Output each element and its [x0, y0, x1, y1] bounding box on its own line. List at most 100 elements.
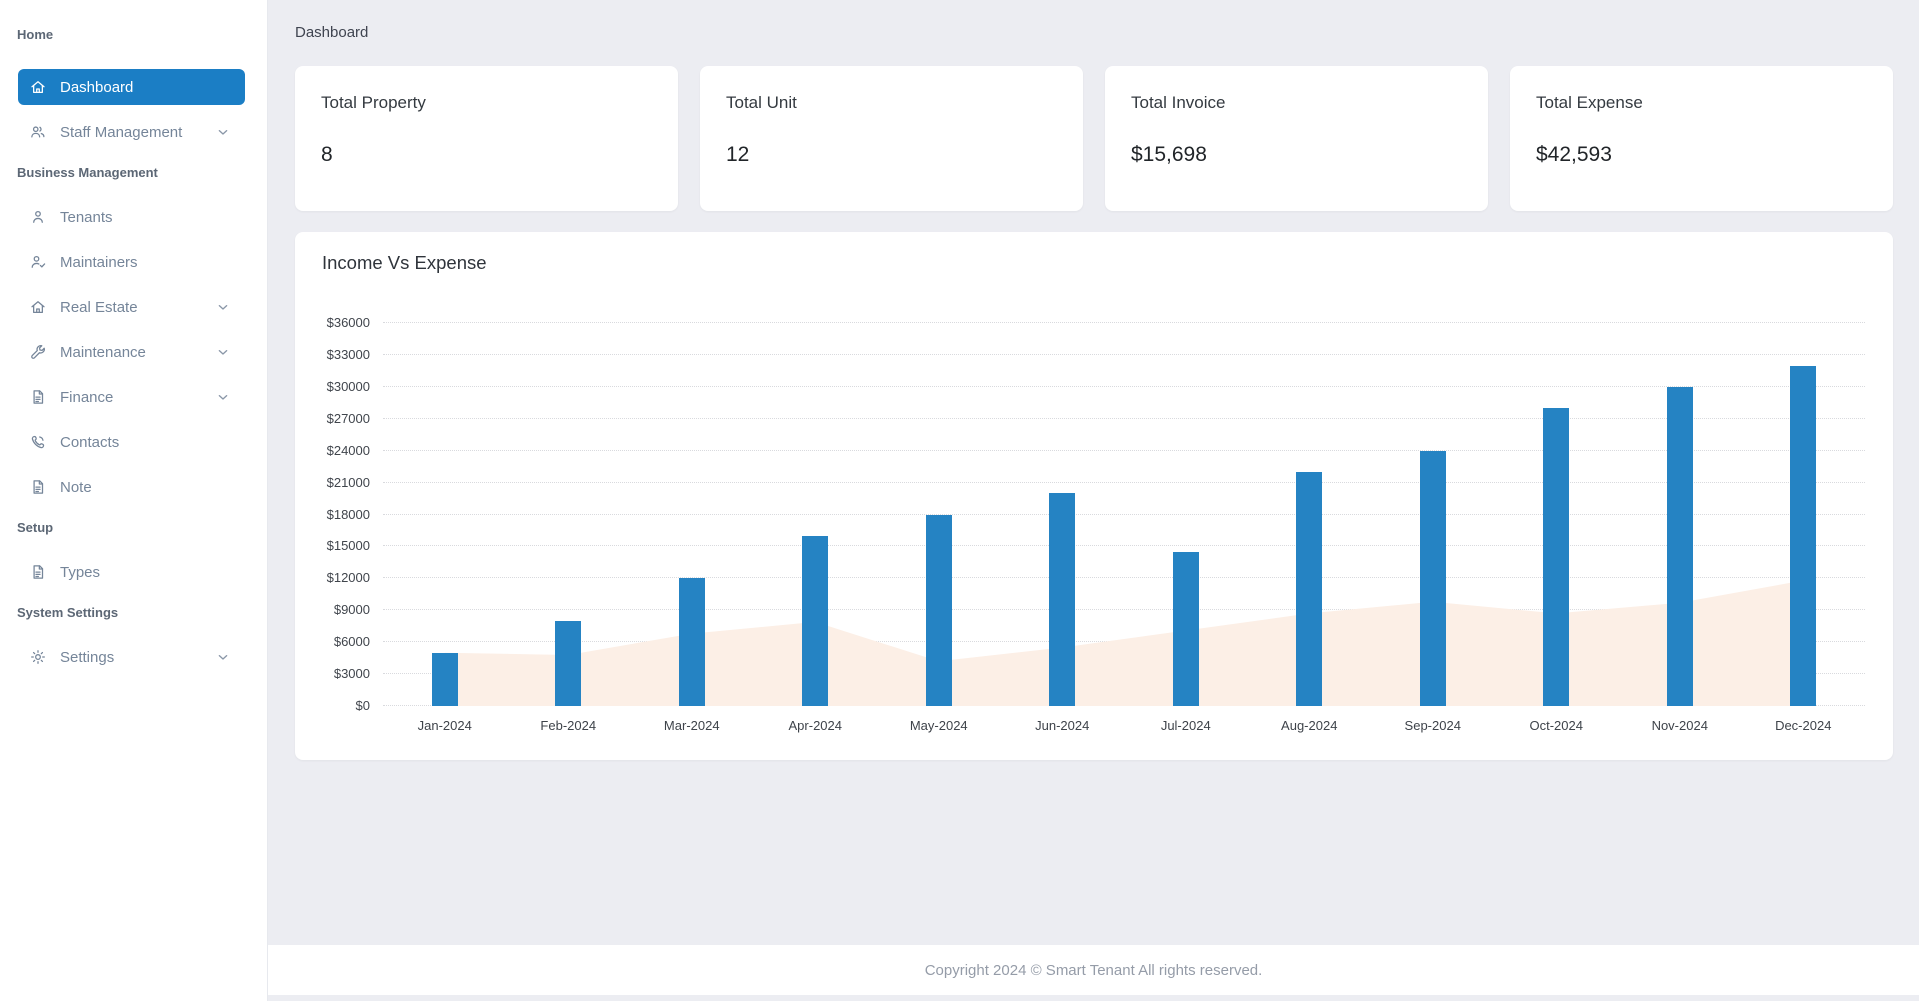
gridline	[383, 481, 1865, 483]
sidebar-item-dashboard[interactable]: Dashboard	[18, 69, 245, 105]
gridline	[383, 322, 1865, 323]
income-bar-Jan-2024	[431, 652, 458, 706]
sidebar-section-business-management: Business Management	[17, 165, 158, 180]
y-tick-label: $21000	[326, 474, 370, 490]
home-icon	[29, 78, 47, 96]
y-tick-label: $3000	[333, 666, 370, 682]
x-tick-label: Feb-2024	[540, 718, 597, 733]
sidebar-item-label: Dashboard	[60, 78, 134, 96]
x-tick-label: Aug-2024	[1281, 718, 1338, 733]
y-tick-label: $12000	[326, 570, 370, 586]
card-total-expense: Total Expense $42,593	[1510, 66, 1893, 211]
sidebar-item-types[interactable]: Types	[18, 554, 245, 590]
gridline	[383, 609, 1865, 611]
sidebar-item-label: Note	[60, 478, 92, 496]
expense-area-series	[444, 580, 1804, 706]
sidebar-item-real-estate[interactable]: Real Estate	[18, 289, 245, 325]
income-bar-Jun-2024	[1049, 493, 1076, 706]
sidebar-item-contacts[interactable]: Contacts	[18, 424, 245, 460]
gridline	[383, 449, 1865, 451]
chart-title: Income Vs Expense	[322, 252, 487, 273]
chevron-down-icon	[215, 344, 231, 360]
sidebar-item-note[interactable]: Note	[18, 469, 245, 505]
file-icon	[29, 388, 47, 406]
sidebar-item-label: Real Estate	[60, 298, 138, 316]
gridline	[383, 417, 1865, 419]
file-icon	[29, 478, 47, 496]
card-value: $15,698	[1131, 143, 1207, 166]
sidebar-item-finance[interactable]: Finance	[18, 379, 245, 415]
sidebar-section-setup: Setup	[17, 520, 54, 535]
sidebar-item-label: Contacts	[60, 433, 120, 451]
income-bar-Nov-2024	[1666, 386, 1693, 706]
income-vs-expense-chart-card: Income Vs Expense $0 $3000 $6000 $9000 $1200…	[295, 232, 1893, 760]
gridline	[383, 353, 1865, 355]
x-tick-label: Apr-2024	[788, 718, 842, 733]
chart-y-axis: $0 $3000 $6000 $9000 $12000 $15000 $18000 $2100…	[295, 315, 370, 713]
card-title: Total Property	[321, 93, 426, 112]
sidebar-item-staff-management[interactable]: Staff Management	[18, 114, 245, 150]
chart-plot	[383, 322, 1865, 706]
y-tick-label: $15000	[326, 538, 370, 554]
sidebar-item-label: Tenants	[60, 208, 113, 226]
x-tick-label: Nov-2024	[1651, 718, 1708, 733]
sidebar-item-maintainers[interactable]: Maintainers	[18, 244, 245, 280]
sidebar-item-settings[interactable]: Settings	[18, 639, 245, 675]
income-bar-Mar-2024	[678, 578, 705, 706]
income-bar-Feb-2024	[555, 620, 582, 706]
x-tick-label: Sep-2024	[1404, 718, 1461, 733]
phone-icon	[29, 433, 47, 451]
chevron-down-icon	[215, 124, 231, 140]
chart-x-axis: Jan-2024 Feb-2024 Mar-2024 Apr-2024 May-2024…	[383, 718, 1865, 736]
card-value: $42,593	[1536, 143, 1612, 166]
y-tick-label: $27000	[326, 410, 370, 426]
y-tick-label: $24000	[326, 442, 370, 458]
y-tick-label: $0	[355, 698, 370, 713]
gridline	[383, 385, 1865, 387]
gridline	[383, 545, 1865, 547]
breadcrumb: Dashboard	[295, 24, 369, 41]
sidebar-item-label: Finance	[60, 388, 114, 406]
sidebar: Home Dashboard Staff Management Business…	[0, 0, 268, 1001]
card-value: 12	[726, 143, 750, 166]
x-tick-label: Jan-2024	[417, 718, 472, 733]
x-tick-label: Mar-2024	[663, 718, 720, 733]
users-icon	[29, 123, 47, 141]
home-icon	[29, 298, 47, 316]
y-tick-label: $9000	[333, 602, 370, 618]
x-tick-label: Oct-2024	[1529, 718, 1583, 733]
sidebar-item-label: Maintenance	[60, 343, 146, 361]
y-tick-label: $36000	[326, 315, 370, 330]
x-tick-label: Jun-2024	[1035, 718, 1090, 733]
sidebar-item-tenants[interactable]: Tenants	[18, 199, 245, 235]
chevron-down-icon	[215, 299, 231, 315]
card-total-unit: Total Unit 12	[700, 66, 1083, 211]
gridline	[383, 577, 1865, 579]
card-total-property: Total Property 8	[295, 66, 678, 211]
x-tick-label: Jul-2024	[1160, 718, 1211, 733]
y-tick-label: $6000	[333, 634, 370, 650]
user-icon	[29, 208, 47, 226]
income-bar-May-2024	[925, 514, 952, 706]
user-check-icon	[29, 253, 47, 271]
card-value: 8	[321, 143, 333, 166]
income-bar-Apr-2024	[802, 535, 829, 706]
sidebar-item-label: Types	[60, 563, 101, 581]
footer-copyright: Copyright 2024 © Smart Tenant All rights…	[924, 961, 1263, 979]
income-bar-Aug-2024	[1296, 471, 1323, 706]
y-tick-label: $33000	[326, 346, 370, 362]
income-bar-Sep-2024	[1419, 450, 1446, 706]
sidebar-section-system-settings: System Settings	[17, 605, 119, 620]
income-bar-Dec-2024	[1790, 365, 1817, 706]
wrench-icon	[29, 343, 47, 361]
income-bar-Oct-2024	[1543, 408, 1570, 706]
sidebar-section-home: Home	[17, 27, 54, 42]
gridline	[383, 513, 1865, 515]
sidebar-item-label: Settings	[60, 648, 115, 666]
sidebar-item-maintenance[interactable]: Maintenance	[18, 334, 245, 370]
card-title: Total Unit	[726, 93, 797, 112]
sidebar-item-label: Maintainers	[60, 253, 138, 271]
file-icon	[29, 563, 47, 581]
x-tick-label: Dec-2024	[1775, 718, 1832, 733]
